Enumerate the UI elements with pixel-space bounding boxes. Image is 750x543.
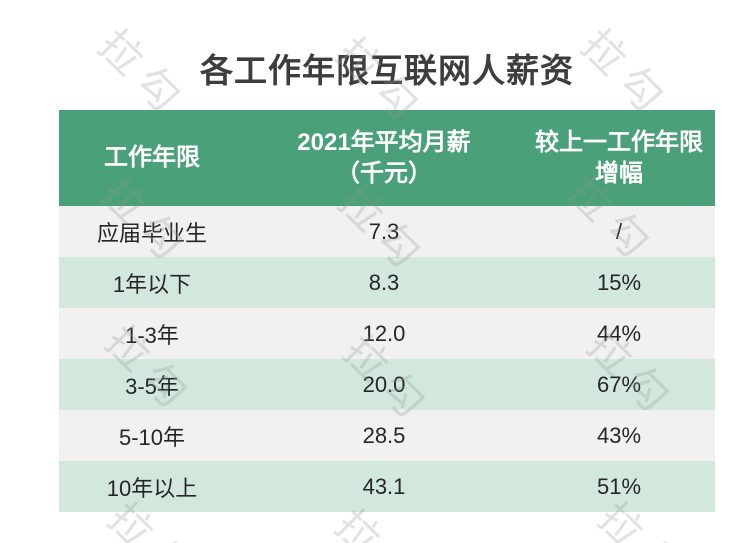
- cell-growth: 15%: [596, 269, 642, 295]
- cell-avg-salary: 20.0: [362, 371, 406, 397]
- table-row: 应届毕业生 7.3 /: [59, 206, 715, 257]
- cell-avg-salary: 28.5: [362, 422, 406, 448]
- col-header-avg-salary: 2021年平均月薪 （千元）: [297, 128, 471, 187]
- table-header-row: 工作年限 2021年平均月薪 （千元） 较上一工作年限 增幅: [59, 110, 715, 206]
- cell-work-years: 10年以上: [106, 475, 198, 501]
- salary-table: 工作年限 2021年平均月薪 （千元） 较上一工作年限 增幅 应届毕业生 7.3…: [59, 110, 715, 512]
- table-row: 1-3年 12.0 44%: [59, 308, 715, 359]
- page-title: 各工作年限互联网人薪资: [200, 52, 574, 89]
- cell-work-years: 应届毕业生: [96, 220, 207, 246]
- cell-growth: 43%: [596, 422, 642, 448]
- cell-work-years: 5-10年: [118, 424, 186, 450]
- cell-growth: 44%: [596, 320, 642, 346]
- col-header-growth: 较上一工作年限 增幅: [535, 128, 703, 187]
- cell-avg-salary: 8.3: [368, 269, 400, 295]
- cell-avg-salary: 43.1: [362, 473, 406, 499]
- cell-growth: 67%: [596, 371, 642, 397]
- table-row: 10年以上 43.1 51%: [59, 461, 715, 512]
- cell-avg-salary: 12.0: [362, 320, 406, 346]
- cell-growth: /: [615, 218, 623, 244]
- cell-avg-salary: 7.3: [368, 218, 400, 244]
- col-header-work-years: 工作年限: [104, 144, 200, 172]
- cell-work-years: 1-3年: [125, 322, 179, 348]
- table-row: 1年以下 8.3 15%: [59, 257, 715, 308]
- cell-work-years: 3-5年: [125, 373, 179, 399]
- table-row: 3-5年 20.0 67%: [59, 359, 715, 410]
- cell-growth: 51%: [596, 473, 642, 499]
- table-row: 5-10年 28.5 43%: [59, 410, 715, 461]
- cell-work-years: 1年以下: [112, 271, 192, 297]
